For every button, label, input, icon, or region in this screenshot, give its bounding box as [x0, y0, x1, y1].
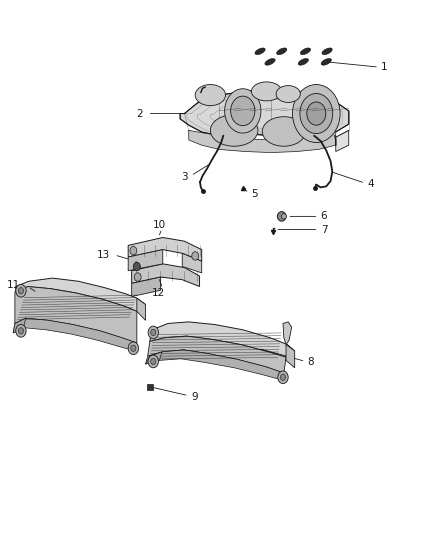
Circle shape [231, 96, 255, 126]
Polygon shape [182, 253, 202, 273]
Circle shape [280, 374, 286, 381]
Ellipse shape [262, 117, 305, 146]
Circle shape [16, 285, 26, 297]
Polygon shape [336, 131, 349, 151]
Text: 12: 12 [152, 288, 165, 298]
Text: 13: 13 [97, 250, 110, 260]
Circle shape [128, 342, 138, 354]
Circle shape [225, 89, 261, 133]
Text: 10: 10 [153, 220, 166, 230]
Polygon shape [145, 352, 162, 364]
Text: 8: 8 [307, 358, 314, 367]
Circle shape [16, 325, 26, 337]
Polygon shape [132, 264, 200, 287]
Ellipse shape [300, 48, 311, 55]
Circle shape [130, 246, 137, 255]
Polygon shape [15, 287, 137, 343]
Circle shape [151, 329, 156, 336]
Circle shape [134, 262, 140, 271]
Polygon shape [16, 278, 145, 311]
Circle shape [293, 85, 340, 142]
Polygon shape [128, 238, 202, 261]
Ellipse shape [210, 115, 258, 146]
Ellipse shape [281, 214, 286, 219]
Polygon shape [145, 350, 284, 380]
Ellipse shape [321, 59, 332, 65]
Circle shape [134, 273, 141, 281]
Polygon shape [137, 298, 145, 320]
Polygon shape [132, 277, 161, 296]
Ellipse shape [276, 48, 287, 55]
Circle shape [148, 326, 159, 339]
Text: 2: 2 [137, 109, 143, 118]
Text: 1: 1 [381, 62, 388, 72]
Ellipse shape [255, 48, 265, 55]
Text: 5: 5 [251, 189, 258, 199]
Ellipse shape [195, 85, 226, 106]
Circle shape [278, 371, 288, 384]
Circle shape [148, 355, 159, 368]
Ellipse shape [322, 48, 332, 55]
Polygon shape [180, 90, 349, 138]
Ellipse shape [277, 212, 286, 221]
Ellipse shape [251, 82, 282, 101]
Text: 4: 4 [367, 179, 374, 189]
Circle shape [18, 328, 24, 334]
Polygon shape [150, 322, 295, 357]
Text: 11: 11 [7, 280, 20, 290]
Polygon shape [189, 131, 336, 152]
Text: 7: 7 [321, 224, 327, 235]
Ellipse shape [298, 59, 308, 65]
Text: 3: 3 [181, 172, 188, 182]
Polygon shape [128, 249, 163, 271]
Text: 9: 9 [191, 392, 198, 402]
Ellipse shape [276, 86, 300, 102]
Circle shape [18, 288, 24, 294]
Circle shape [131, 345, 136, 351]
Polygon shape [13, 318, 26, 333]
Circle shape [151, 358, 156, 365]
Ellipse shape [265, 59, 275, 65]
Polygon shape [148, 336, 286, 373]
Polygon shape [283, 322, 292, 344]
Polygon shape [286, 344, 295, 368]
Text: 6: 6 [321, 212, 327, 221]
Polygon shape [13, 318, 137, 351]
Circle shape [192, 252, 199, 260]
Circle shape [307, 102, 326, 125]
Circle shape [300, 93, 333, 134]
